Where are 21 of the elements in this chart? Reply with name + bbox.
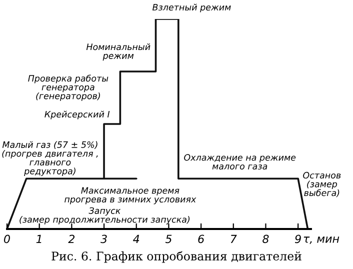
- annotation: Запуск (замер продолжительности запуска): [20, 207, 190, 224]
- x-tick-label: 5: [165, 234, 172, 244]
- x-tick-label: 9: [295, 234, 301, 244]
- x-tick-label: 0: [4, 234, 10, 244]
- x-tick-label: 7: [230, 234, 237, 243]
- annotation: Крейсерский I: [44, 110, 110, 120]
- annotation: Малый газ (57 ± 5%) (прогрев двигателя , главного редуктора): [2, 141, 98, 176]
- x-tick-label: 3: [100, 234, 107, 244]
- x-tick-label: 2: [68, 234, 75, 243]
- x-tick-label: 8: [262, 234, 269, 244]
- annotation: Останов (замер выбега): [303, 172, 341, 198]
- x-tick-label: 1: [36, 234, 42, 243]
- annotation: Взлетный режим: [152, 4, 231, 12]
- x-tick-label: 6: [198, 234, 204, 244]
- annotation: Проверка работы генератора (генераторов): [28, 74, 108, 101]
- annotation: Максимальное время прогрева в зимних условиях: [64, 187, 196, 204]
- annotation: Номинальный режим: [86, 43, 150, 61]
- x-axis-title: τ, мин: [304, 236, 340, 244]
- text: Рис. 6. График опробования двигателей: [52, 251, 302, 263]
- annotation: Охлаждение на режиме малого газа: [184, 154, 296, 170]
- x-tick-label: 4: [133, 234, 140, 243]
